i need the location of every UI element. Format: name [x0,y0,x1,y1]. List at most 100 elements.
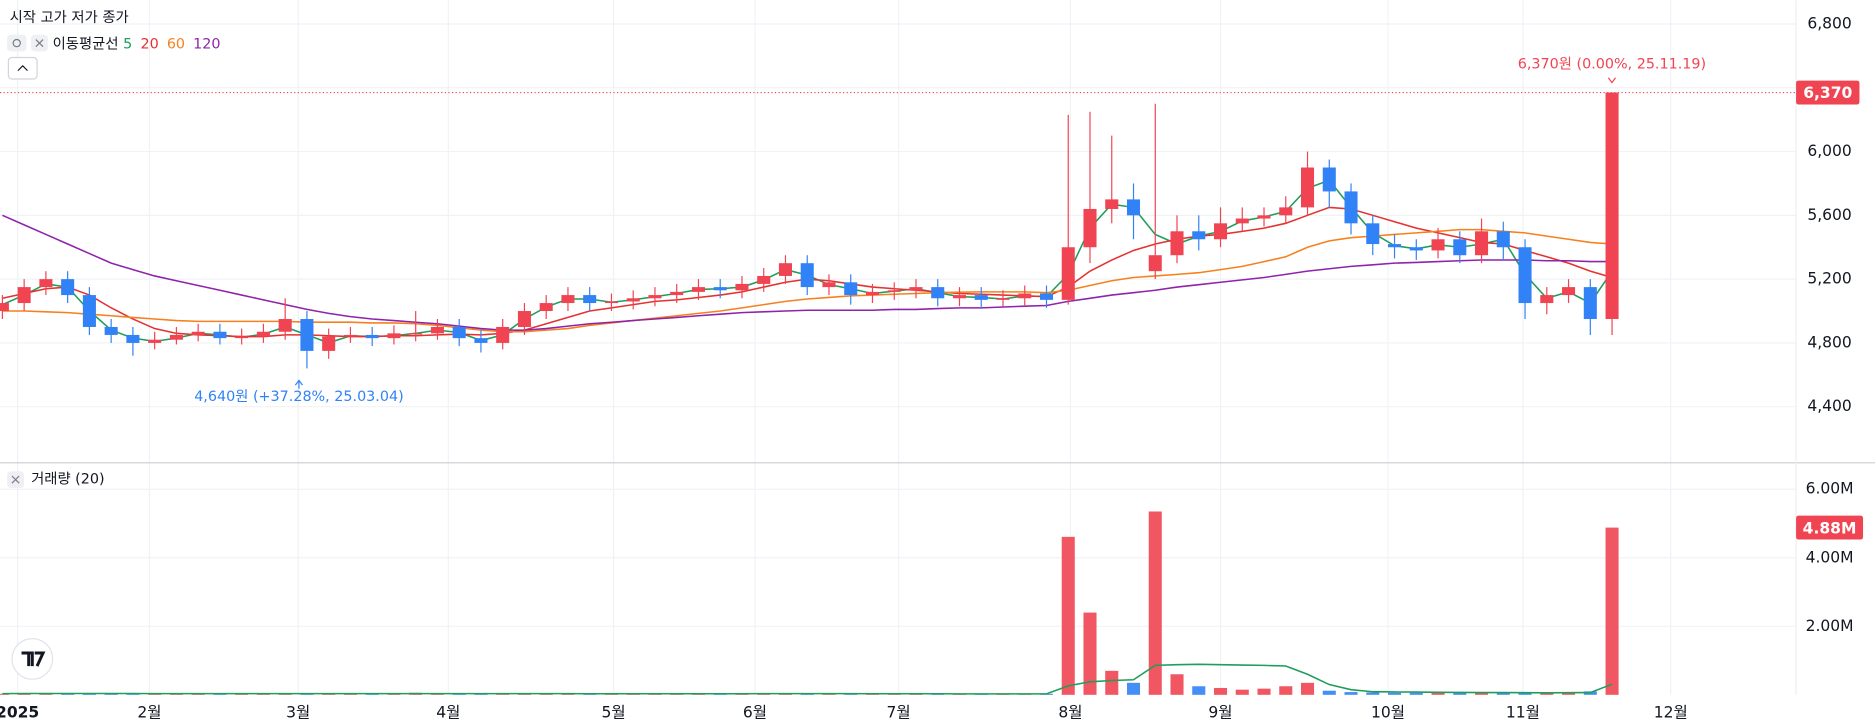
candle-body [496,326,510,343]
candle-body [430,326,444,334]
volume-bar [1388,692,1402,695]
legend-entry: 5 [123,36,132,52]
legend-entry: 20 [141,36,159,52]
candle-body [887,290,901,292]
volume-bar [1605,527,1619,695]
marks [0,91,1797,695]
volume-bar [1083,612,1097,695]
candle-body [1300,167,1315,208]
candle-body [713,287,727,291]
volume-bar [1061,536,1075,695]
volume-bar [1540,692,1554,695]
candle-body [1126,199,1141,216]
candle-body [322,336,336,351]
candle-body [452,326,466,339]
candle-body [1409,247,1423,251]
candle-body [670,291,684,296]
candle-body [778,263,792,276]
volume-bar [1148,511,1162,695]
volume-tag-label: 4.88M [1803,519,1857,537]
annotation-arrow [294,379,304,389]
candle-body [126,334,140,343]
candle-body [61,279,75,296]
price-tag-label: 6,370 [1803,84,1852,102]
volume-bar [1322,690,1336,695]
high-annotation: 6,370원 (0.00%, 25.11.19) [1518,56,1706,73]
collapse-button[interactable] [7,56,38,80]
x-tick-label: 4월 [436,703,460,720]
volume-tag [1796,515,1864,540]
x-tick-label: 12월 [1654,703,1688,720]
volume-legend: 거래량 (20) [31,471,105,488]
candle-body [1192,231,1206,240]
candle-body [844,282,858,296]
candle-body [1170,231,1184,256]
x-tick-label: 11월 [1506,703,1540,720]
candle-body [1105,199,1119,209]
x-tick-label: 2025 [0,703,39,720]
x-tick-label: 6월 [743,703,767,720]
volume-bar [1453,692,1467,695]
y-tick-label: 4,800 [1807,333,1851,351]
volume-bar [1279,686,1293,695]
candle-body [235,336,249,339]
grid [0,0,1797,695]
candle-body [604,301,618,304]
candle-body [517,311,531,327]
legend-entry: 60 [167,36,185,52]
low-annotation: 4,640원 (+37.28%, 25.03.04) [194,388,404,405]
candle-body [735,283,749,291]
volume-bar [1409,692,1423,695]
x-tick-label: 8월 [1058,703,1082,720]
candle-body [39,279,53,288]
y-tick-label: 5,600 [1807,206,1851,224]
close-icon [11,475,20,484]
volume-bar [1257,688,1271,695]
volume-bar [1235,689,1249,695]
x-tick-label: 3월 [286,703,310,720]
candle-body [1279,207,1293,216]
candle-body [1540,295,1554,304]
collapse-icon [17,64,28,72]
annotation-arrow [1607,77,1616,84]
volume-bar [1213,687,1228,695]
candle-body [1039,293,1054,300]
price-tag [1796,80,1860,105]
candle-body [996,298,1010,300]
candle-body [1344,191,1358,224]
x-tick-label: 5월 [602,703,626,720]
candle-body [691,287,705,292]
ma-legend: 이동평균선 [53,35,119,52]
candle-body [1083,208,1097,248]
candle-body [800,263,814,288]
candle-body [148,339,162,343]
x-tick-label: 9월 [1208,703,1232,720]
candle-body [539,303,553,312]
candle-body [1322,167,1336,192]
candle-body [757,275,771,284]
ma-legend-items: 5 20 60 120 [123,36,220,52]
volume-bar [1192,686,1206,695]
x-tick-label: 10월 [1371,703,1405,720]
candle-body [974,295,988,300]
volume-bar [1562,692,1576,695]
y-tick-label: 6,000 [1807,142,1851,160]
legend-entry: 120 [193,36,220,52]
candle-body [191,331,205,335]
y-tick-label: 6.00M [1806,480,1854,498]
candle-body [1148,255,1162,272]
candle-body [561,295,575,304]
logo-mark [21,651,46,667]
volume-bar [1431,692,1445,695]
volume-bar [1300,682,1315,695]
volume-bar [1496,692,1510,695]
visibility-button[interactable] [7,34,27,52]
y-tick-label: 2.00M [1806,617,1854,635]
volume-bar [1518,693,1532,695]
candle-body [1475,231,1489,256]
candle-body [17,287,31,304]
candle-body [1388,244,1402,248]
volume-bar [1126,682,1141,695]
volume-bar [1344,692,1358,695]
